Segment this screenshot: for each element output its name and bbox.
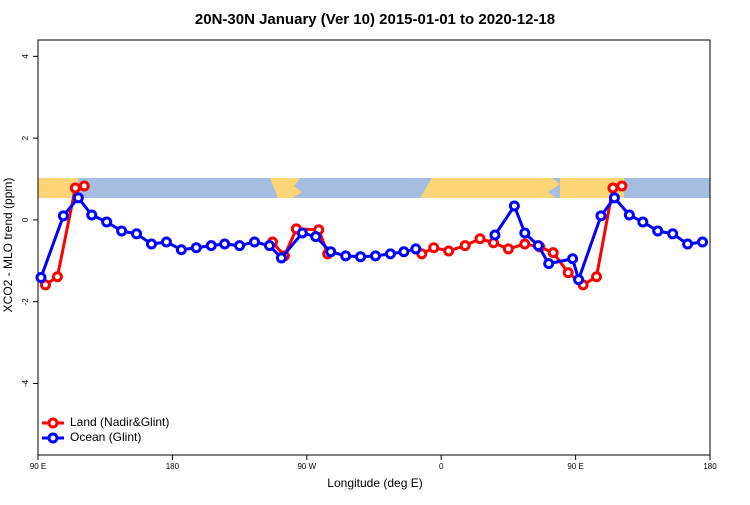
data-point (543, 258, 555, 270)
data-point (682, 238, 694, 250)
data-point (443, 245, 455, 257)
data-point (175, 244, 187, 256)
data-point (51, 271, 63, 283)
data-point (72, 192, 84, 204)
data-point (410, 243, 422, 255)
data-point (697, 236, 709, 248)
data-point (547, 247, 559, 259)
data-point (637, 216, 649, 228)
y-tick-label: 0 (21, 217, 30, 222)
data-point (78, 180, 90, 192)
x-tick-label: 180 (703, 462, 717, 471)
data-point (219, 238, 231, 250)
data-point (519, 238, 531, 250)
data-point (355, 251, 367, 263)
data-point (296, 227, 308, 239)
data-point (519, 227, 531, 239)
data-point (607, 182, 619, 194)
y-tick-label: -2 (21, 298, 30, 306)
x-tick-label: 90 W (297, 462, 316, 471)
legend-marker (47, 432, 59, 444)
data-point (384, 248, 396, 260)
data-point (567, 253, 579, 265)
data-point (502, 243, 514, 255)
data-point (652, 225, 664, 237)
data-point (459, 240, 471, 252)
plot-frame (37, 39, 711, 456)
data-point (489, 229, 501, 241)
x-axis-label: Longitude (deg E) (327, 476, 422, 490)
data-point (190, 242, 202, 254)
legend-label: Ocean (Glint) (70, 430, 141, 444)
legend-marker (47, 417, 59, 429)
data-point (131, 228, 143, 240)
data-point (369, 250, 381, 262)
y-tick-label: 2 (21, 135, 30, 140)
data-point (616, 180, 628, 192)
data-point (57, 210, 69, 222)
data-point (205, 240, 217, 252)
data-point (275, 252, 287, 264)
data-point (608, 192, 620, 204)
data-point (562, 267, 574, 279)
x-tick-label: 180 (166, 462, 180, 471)
data-point (667, 228, 679, 240)
data-point (595, 210, 607, 222)
data-point (69, 182, 81, 194)
series-line (39, 195, 417, 279)
x-tick-label: 90 E (30, 462, 46, 471)
chart-title: 20N-30N January (Ver 10) 2015-01-01 to 2… (195, 11, 555, 28)
data-point (623, 209, 635, 221)
data-point (508, 200, 520, 212)
y-tick-label: -4 (21, 379, 30, 387)
data-point (116, 225, 128, 237)
data-point (532, 240, 544, 252)
data-point (86, 209, 98, 221)
data-point (428, 242, 440, 254)
y-axis-label: XCO2 - MLO trend (ppm) (1, 178, 15, 313)
data-point (591, 271, 603, 283)
data-point (573, 274, 585, 286)
x-tick-label: 90 E (567, 462, 583, 471)
data-point (234, 240, 246, 252)
data-point (39, 279, 51, 291)
data-point (310, 231, 322, 243)
data-point (325, 246, 337, 258)
data-point (101, 216, 113, 228)
data-point (263, 240, 275, 252)
data-point (474, 233, 486, 245)
x-tick-label: 0 (439, 462, 444, 471)
data-point (35, 272, 47, 284)
map-strip (38, 178, 710, 198)
data-point (160, 236, 172, 248)
data-point (398, 246, 410, 258)
legend-label: Land (Nadir&Glint) (70, 415, 169, 429)
data-point (340, 250, 352, 262)
data-point (249, 236, 261, 248)
y-tick-label: 4 (21, 54, 30, 59)
data-point (145, 238, 157, 250)
